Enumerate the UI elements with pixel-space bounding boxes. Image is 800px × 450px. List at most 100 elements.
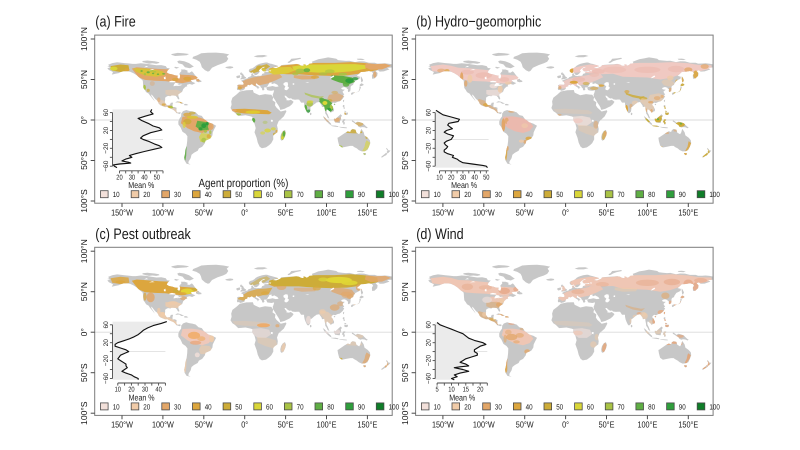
svg-text:Mean %: Mean % (449, 392, 475, 402)
svg-text:40: 40 (526, 402, 533, 411)
svg-text:10: 10 (115, 387, 122, 394)
svg-text:100°E: 100°E (317, 208, 337, 218)
svg-text:15: 15 (463, 387, 470, 394)
svg-text:40: 40 (205, 402, 212, 411)
svg-text:0°: 0° (79, 328, 89, 336)
svg-text:100°S: 100°S (400, 401, 410, 425)
svg-text:100: 100 (709, 402, 719, 411)
svg-text:Agent proportion (%): Agent proportion (%) (198, 176, 288, 190)
svg-text:20: 20 (464, 402, 471, 411)
svg-text:0°: 0° (241, 208, 248, 218)
svg-text:40: 40 (205, 190, 212, 199)
svg-text:50: 50 (483, 174, 490, 181)
svg-text:20: 20 (426, 339, 433, 347)
svg-text:80: 80 (327, 402, 334, 411)
svg-text:100°S: 100°S (79, 189, 89, 213)
svg-text:50°N: 50°N (400, 70, 410, 89)
svg-text:60: 60 (266, 190, 273, 199)
svg-text:100°W: 100°W (152, 420, 174, 430)
svg-text:90: 90 (679, 402, 686, 411)
svg-text:60: 60 (426, 321, 433, 329)
svg-text:100°W: 100°W (473, 420, 495, 430)
svg-text:60: 60 (103, 321, 110, 329)
svg-text:100: 100 (389, 402, 399, 411)
svg-text:100°S: 100°S (79, 401, 89, 425)
svg-text:10: 10 (436, 174, 443, 181)
svg-text:100°N: 100°N (79, 239, 89, 263)
svg-text:50: 50 (154, 174, 161, 181)
svg-text:50: 50 (556, 402, 563, 411)
svg-text:50°S: 50°S (400, 363, 410, 382)
svg-text:(c) Pest outbreak: (c) Pest outbreak (95, 226, 191, 243)
svg-text:30: 30 (129, 174, 136, 181)
svg-text:0°: 0° (241, 420, 248, 430)
svg-text:50°N: 50°N (79, 282, 89, 301)
svg-text:90: 90 (358, 402, 365, 411)
svg-text:10: 10 (113, 402, 120, 411)
svg-text:100°W: 100°W (152, 208, 174, 218)
svg-text:0°: 0° (400, 116, 410, 124)
svg-text:20: 20 (128, 387, 135, 394)
svg-text:70: 70 (297, 402, 304, 411)
svg-text:100°E: 100°E (637, 420, 657, 430)
svg-text:50°E: 50°E (599, 420, 615, 430)
svg-text:20: 20 (103, 127, 110, 135)
svg-text:60: 60 (103, 109, 110, 117)
svg-text:(b) Hydro−geomorphic: (b) Hydro−geomorphic (416, 14, 541, 31)
svg-text:100: 100 (389, 190, 399, 199)
svg-text:150°W: 150°W (111, 420, 133, 430)
svg-text:80: 80 (648, 190, 655, 199)
svg-text:80: 80 (648, 402, 655, 411)
svg-text:5: 5 (435, 387, 438, 394)
svg-text:0°: 0° (562, 420, 569, 430)
svg-text:70: 70 (297, 190, 304, 199)
svg-text:−20: −20 (103, 142, 110, 154)
svg-text:20: 20 (143, 402, 150, 411)
svg-text:50°W: 50°W (195, 420, 213, 430)
svg-text:Mean %: Mean % (128, 180, 154, 190)
svg-text:20: 20 (448, 174, 455, 181)
svg-text:−20: −20 (426, 142, 433, 154)
svg-text:50°W: 50°W (516, 208, 534, 218)
svg-text:30: 30 (495, 190, 502, 199)
svg-text:30: 30 (174, 402, 181, 411)
svg-text:70: 70 (618, 402, 625, 411)
svg-text:40: 40 (141, 174, 148, 181)
svg-text:50: 50 (235, 402, 242, 411)
svg-text:Mean %: Mean % (129, 392, 155, 402)
svg-text:50: 50 (235, 190, 242, 199)
svg-text:150°W: 150°W (432, 420, 454, 430)
svg-text:10: 10 (113, 190, 120, 199)
svg-text:150°W: 150°W (111, 208, 133, 218)
svg-text:150°E: 150°E (678, 420, 698, 430)
svg-text:50°W: 50°W (516, 420, 534, 430)
svg-text:20: 20 (116, 174, 123, 181)
svg-text:60: 60 (587, 402, 594, 411)
svg-text:40: 40 (471, 174, 478, 181)
svg-text:50°E: 50°E (278, 420, 294, 430)
svg-text:30: 30 (174, 190, 181, 199)
svg-text:100°N: 100°N (400, 27, 410, 51)
svg-text:100: 100 (709, 190, 719, 199)
svg-text:50°S: 50°S (79, 363, 89, 382)
svg-text:90: 90 (679, 190, 686, 199)
svg-text:150°E: 150°E (357, 420, 377, 430)
svg-text:60: 60 (587, 190, 594, 199)
svg-text:150°E: 150°E (357, 208, 377, 218)
svg-text:10: 10 (448, 387, 455, 394)
svg-text:−20: −20 (103, 355, 110, 367)
svg-text:50°N: 50°N (79, 70, 89, 89)
svg-text:50°E: 50°E (599, 208, 615, 218)
svg-text:100°N: 100°N (400, 239, 410, 263)
svg-text:70: 70 (618, 190, 625, 199)
svg-text:50°S: 50°S (400, 151, 410, 170)
svg-text:−60: −60 (426, 160, 433, 172)
svg-text:20: 20 (103, 339, 110, 347)
svg-text:10: 10 (434, 402, 441, 411)
svg-text:0°: 0° (400, 328, 410, 336)
svg-text:90: 90 (358, 190, 365, 199)
svg-text:20: 20 (143, 190, 150, 199)
svg-text:40: 40 (155, 387, 162, 394)
svg-text:0°: 0° (79, 116, 89, 124)
svg-text:50°W: 50°W (195, 208, 213, 218)
